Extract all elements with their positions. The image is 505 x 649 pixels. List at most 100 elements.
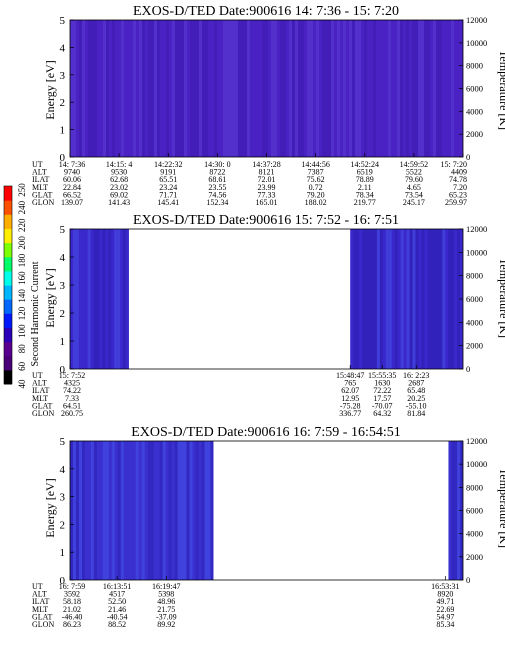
orbit-row-value: 23.24: [159, 183, 177, 192]
orbit-row-label: ILAT: [32, 386, 49, 395]
segment-streak: [442, 229, 446, 369]
y-right-tick-label: 10000: [466, 459, 487, 469]
segment-streak: [262, 20, 265, 157]
segment-streak: [457, 229, 461, 369]
segment-streak: [433, 229, 437, 369]
segment-streak: [72, 229, 76, 369]
y-right-tick-label: 12000: [466, 15, 487, 25]
orbit-row-value: 16:53:31: [431, 582, 459, 591]
colorbar-swatch: [4, 228, 12, 244]
colorbar-tick-label: 60: [17, 361, 27, 371]
segment-streak: [207, 441, 211, 580]
panel-2-title: EXOS-D/TED Date:900616 15: 7:52 - 16: 7:…: [133, 213, 399, 228]
data-segment: [70, 229, 129, 369]
segment-streak: [244, 20, 247, 157]
y-tick-label: 5: [60, 15, 66, 27]
orbit-row-value: 145.41: [157, 198, 179, 207]
segment-streak: [406, 229, 410, 369]
colorbar-swatches: [3, 185, 13, 385]
segment-streak: [265, 20, 268, 157]
y-right-tick-label: 0: [466, 364, 470, 374]
orbit-row-value: -40.54: [107, 612, 128, 621]
segment-streak: [307, 20, 310, 157]
colorbar-tick-label: 180: [17, 253, 27, 267]
orbit-row-value: 15:48:47: [336, 371, 364, 380]
y-right-tick-label: 8000: [466, 271, 483, 281]
segment-streak: [183, 441, 187, 580]
orbit-row-value: 60.06: [63, 175, 81, 184]
segment-streak: [283, 20, 286, 157]
segment-streak: [123, 229, 127, 369]
data-segment: [70, 441, 214, 580]
segment-streak: [325, 20, 328, 157]
segment-streak: [295, 20, 298, 157]
orbit-row-value: 188.02: [305, 198, 327, 207]
orbit-row-value: 75.62: [307, 175, 325, 184]
orbit-row-value: 14:44:56: [301, 160, 329, 169]
y-tick-label: 4: [60, 464, 66, 476]
y-right-tick-label: 4000: [466, 317, 483, 327]
segment-streak: [133, 20, 136, 157]
orbit-row-value: 22.84: [63, 183, 81, 192]
segment-streak: [394, 229, 398, 369]
panel-1-orbit-table: UT 14: 7:36 14:15: 4 14:22:32 14:30: 0 14:37:…: [32, 160, 467, 207]
segment-streak: [166, 20, 169, 157]
segment-streak: [379, 229, 383, 369]
segment-streak: [368, 229, 371, 369]
orbit-row-value: 23.55: [208, 183, 226, 192]
y-tick-label: 0: [60, 364, 66, 376]
panel-2-y-label-right: Temperature [K]: [497, 258, 505, 338]
y-right-tick-label: 6000: [466, 294, 483, 304]
orbit-row-value: 14:15: 4: [106, 160, 132, 169]
panel-3: EXOS-D/TED Date:900616 16: 7:59 - 16:54:…: [32, 425, 505, 629]
colorbar-tick-label: 40: [17, 379, 27, 389]
segment-streak: [88, 20, 91, 157]
y-tick-label: 2: [60, 97, 66, 109]
orbit-row-value: 14:59:52: [400, 160, 428, 169]
segment-streak: [451, 20, 454, 157]
y-right-tick-label: 8000: [466, 61, 483, 71]
orbit-row-value: 23.02: [110, 183, 128, 192]
segment-streak: [157, 20, 160, 157]
colorbar-swatch: [4, 341, 12, 357]
y-right-tick-label: 6000: [466, 506, 483, 516]
panel-1-plot: 0 1 2 3 4 5 0 2000 4000 6000 8000 10000 12000: [60, 15, 488, 164]
orbit-row-value: 89.92: [157, 620, 175, 629]
orbit-row-value: 71.71: [159, 190, 177, 199]
orbit-row-value: 4.65: [407, 183, 421, 192]
segment-streak: [373, 229, 377, 369]
orbit-row-value: 20.25: [407, 394, 425, 403]
y-right-tick-label: 0: [466, 152, 470, 162]
orbit-row-value: 7.20: [453, 183, 467, 192]
segment-streak: [241, 20, 244, 157]
segment-streak: [205, 20, 208, 157]
segment-streak: [96, 229, 100, 369]
orbit-row-value: 3592: [64, 590, 80, 599]
panel-3-y-label: Energy [eV]: [43, 478, 57, 537]
orbit-row-value: 64.32: [373, 409, 391, 418]
y-tick-label: 3: [60, 70, 66, 82]
orbit-row-value: 78.34: [356, 190, 374, 199]
segment-streak: [181, 20, 184, 157]
y-right-tick-label: 2000: [466, 552, 483, 562]
segment-streak: [415, 229, 419, 369]
colorbar-tick-label: 100: [17, 324, 27, 338]
colorbar-tick-labels: 40 60 80 100 120 140 160 180 200 220 240 250: [17, 183, 27, 389]
segment-streak: [364, 20, 367, 157]
segment-streak: [202, 20, 205, 157]
segment-streak: [235, 20, 238, 157]
orbit-row-value: 2.11: [358, 183, 372, 192]
segment-streak: [388, 229, 392, 369]
segment-streak: [406, 20, 409, 157]
segment-streak: [94, 20, 97, 157]
orbit-row-value: 15: 7:20: [441, 160, 467, 169]
segment-streak: [298, 20, 301, 157]
orbit-row-value: 21.75: [157, 605, 175, 614]
segment-streak: [274, 20, 277, 157]
segment-streak: [73, 20, 76, 157]
y-tick-label: 0: [60, 152, 66, 164]
segment-streak: [316, 20, 319, 157]
orbit-row-value: 65.48: [407, 386, 425, 395]
segment-streak: [93, 441, 97, 580]
